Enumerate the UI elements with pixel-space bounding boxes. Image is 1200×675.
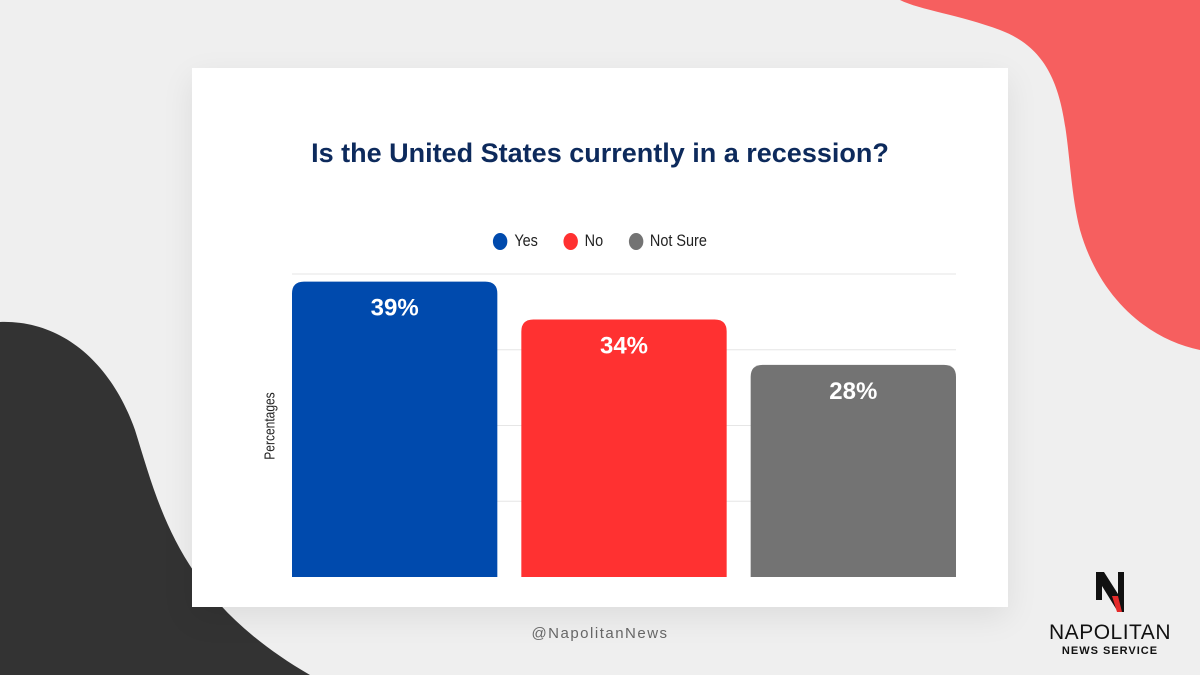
legend-item-no: No — [563, 231, 603, 251]
legend-label: Not Sure — [649, 231, 707, 250]
bar-yes — [292, 281, 498, 577]
logo-name: NAPOLITAN — [1049, 621, 1171, 644]
chart-title: Is the United States currently in a rece… — [311, 138, 889, 168]
bar-no — [521, 319, 727, 577]
data-label: 39% — [371, 295, 419, 322]
legend-label: No — [584, 231, 604, 250]
legend: Yes No Not Sure — [253, 231, 947, 251]
logo-n-icon — [1096, 572, 1124, 612]
legend-label: Yes — [514, 231, 538, 250]
y-axis-label: Percentages — [261, 392, 279, 460]
logo-subtitle: NEWS SERVICE — [1061, 645, 1159, 657]
legend-dot-not-sure — [628, 232, 644, 250]
legend-item-not-sure: Not Sure — [628, 231, 707, 251]
bar-not-sure — [750, 364, 956, 577]
napolitan-logo: NAPOLITAN NEWS SERVICE — [1040, 570, 1180, 657]
social-handle: @NapolitanNews — [531, 625, 669, 642]
data-label: 28% — [829, 378, 877, 405]
data-label: 34% — [600, 332, 648, 359]
legend-item-yes: Yes — [493, 231, 538, 251]
red-blob — [900, 0, 1200, 350]
chart-card: Is the United States currently in a rece… — [192, 68, 1008, 607]
legend-dot-yes — [493, 232, 508, 250]
plot-area: 39% 34% 28% — [292, 273, 956, 577]
legend-dot-no — [563, 232, 578, 250]
dark-blob — [0, 321, 310, 675]
